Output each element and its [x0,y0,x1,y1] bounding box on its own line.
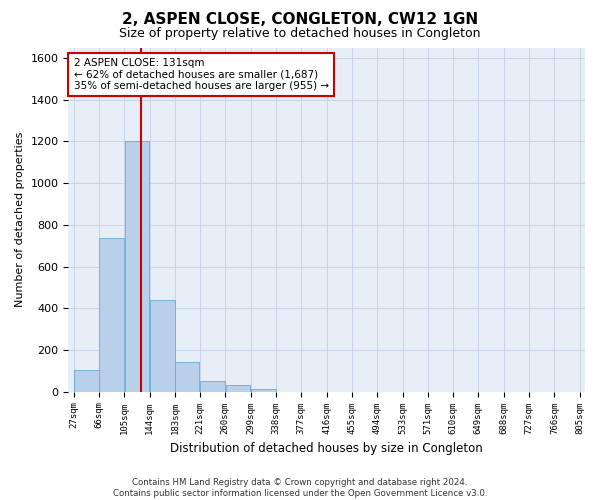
Bar [150,300,175,392]
Y-axis label: Number of detached properties: Number of detached properties [15,132,25,308]
Bar [251,388,275,392]
Bar [74,370,98,392]
Bar [125,142,149,392]
Text: 2, ASPEN CLOSE, CONGLETON, CW12 1GN: 2, ASPEN CLOSE, CONGLETON, CW12 1GN [122,12,478,28]
Text: Size of property relative to detached houses in Congleton: Size of property relative to detached ho… [119,28,481,40]
X-axis label: Distribution of detached houses by size in Congleton: Distribution of detached houses by size … [170,442,483,455]
Bar [175,362,199,392]
Bar [200,382,225,392]
Text: 2 ASPEN CLOSE: 131sqm
← 62% of detached houses are smaller (1,687)
35% of semi-d: 2 ASPEN CLOSE: 131sqm ← 62% of detached … [74,58,329,91]
Bar [100,238,124,392]
Bar [226,386,250,392]
Text: Contains HM Land Registry data © Crown copyright and database right 2024.
Contai: Contains HM Land Registry data © Crown c… [113,478,487,498]
